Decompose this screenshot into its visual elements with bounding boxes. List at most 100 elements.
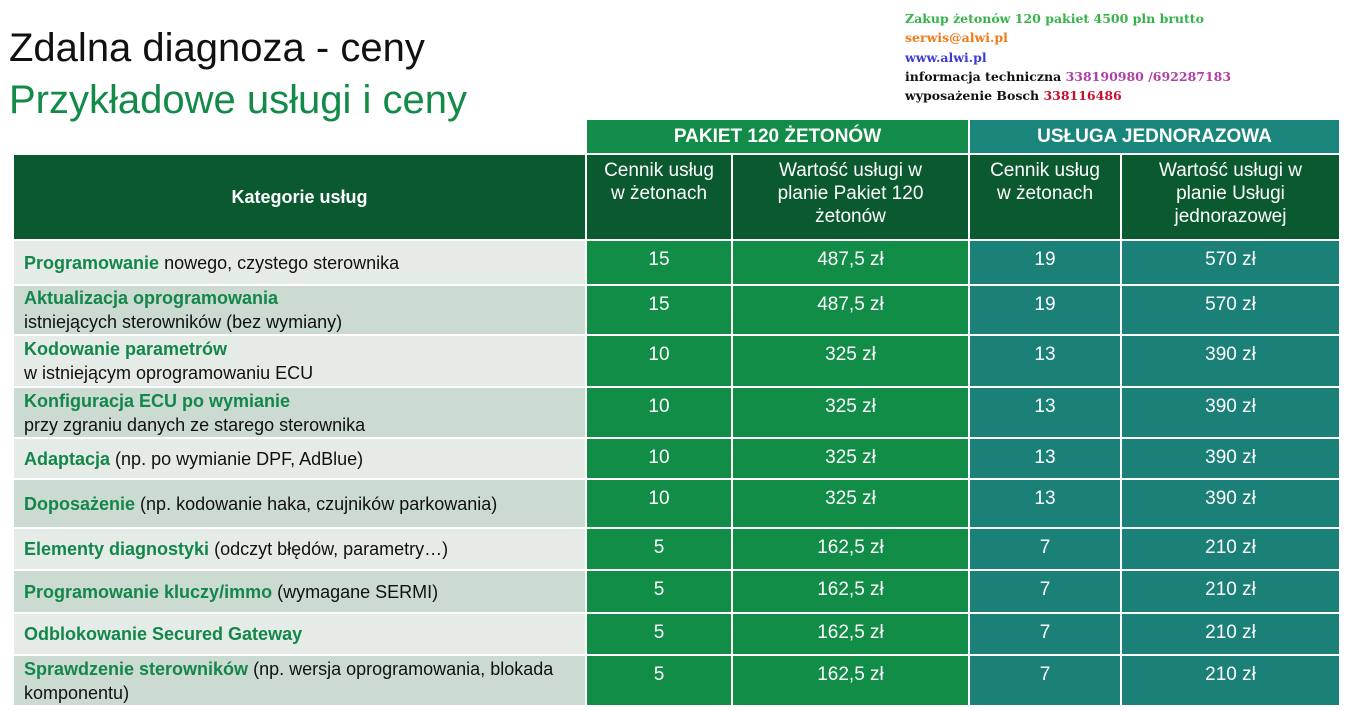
group-header: USŁUGA JEDNORAZOWA [970,120,1339,153]
service-desc: (np. kodowanie haka, czujników parkowani… [140,493,498,514]
package-cell: 10 [587,439,731,478]
single-cell: 210 zł [1122,614,1339,654]
service-name: Kodowanie parametrów [24,339,228,359]
table-row: Elementy diagnostyki (odczyt błędów, par… [14,529,1339,569]
service-cell: Adaptacja (np. po wymianie DPF, AdBlue) [14,439,585,478]
package-cell: 325 zł [733,439,968,478]
package-cell: 162,5 zł [733,614,968,654]
contact-label: informacja techniczna [905,68,1062,84]
service-name: Odblokowanie Secured Gateway [24,624,303,644]
package-cell: 5 [587,529,731,569]
column-header: Wartość usługi w planie Usługi jednorazo… [1122,155,1339,239]
service-cell: Elementy diagnostyki (odczyt błędów, par… [14,529,585,569]
single-cell: 570 zł [1122,286,1339,334]
column-header: Cennik usług w żetonach [970,155,1120,239]
service-desc: (np. po wymianie DPF, AdBlue) [115,448,364,469]
service-cell: Programowanie kluczy/immo (wymagane SERM… [14,571,585,612]
single-cell: 210 zł [1122,656,1339,705]
package-cell: 487,5 zł [733,241,968,284]
table-row: Doposażenie (np. kodowanie haka, czujnik… [14,480,1339,527]
service-desc: w istniejącym oprogramowaniu ECU [24,363,314,383]
price-table: PAKIET 120 ŻETONÓW USŁUGA JEDNORAZOWA Ka… [12,118,1341,707]
column-header: Wartość usługi w planie Pakiet 120 żeton… [733,155,968,239]
table-row: Adaptacja (np. po wymianie DPF, AdBlue) 1… [14,439,1339,478]
package-cell: 10 [587,336,731,386]
package-cell: 325 zł [733,336,968,386]
single-cell: 7 [970,614,1120,654]
service-desc: nowego, czystego sterownika [164,252,400,273]
service-name: Aktualizacja oprogramowania [24,288,279,308]
package-cell: 5 [587,656,731,705]
single-cell: 390 zł [1122,439,1339,478]
single-cell: 13 [970,336,1120,386]
package-cell: 10 [587,480,731,527]
table-row: Aktualizacja oprogramowania istniejących … [14,286,1339,334]
contact-line: informacja techniczna 338190980 /6922871… [905,67,1231,86]
package-cell: 15 [587,286,731,334]
title: Zdalna diagnoza - ceny [9,26,425,70]
group-header: PAKIET 120 ŻETONÓW [587,120,968,153]
single-cell: 390 zł [1122,388,1339,437]
single-cell: 13 [970,388,1120,437]
package-cell: 325 zł [733,480,968,527]
single-cell: 13 [970,439,1120,478]
contact-line: serwis@alwi.pl [905,30,1008,46]
subtitle: Przykładowe usługi i ceny [9,78,467,122]
service-desc: istniejących sterowników (bez wymiany) [24,312,343,332]
table-row: Kodowanie parametrów w istniejącym oprogr… [14,336,1339,386]
service-name: Programowanie kluczy/immo [24,581,273,602]
package-cell: 162,5 zł [733,571,968,612]
blank-cell [14,120,585,153]
single-cell: 13 [970,480,1120,527]
service-cell: Odblokowanie Secured Gateway [14,614,585,654]
table-row: Sprawdzenie sterowników (np. wersja opro… [14,656,1339,705]
service-cell: Kodowanie parametrów w istniejącym oprogr… [14,336,585,386]
single-cell: 7 [970,529,1120,569]
service-cell: Aktualizacja oprogramowania istniejących … [14,286,585,334]
service-name: Elementy diagnostyki [24,539,210,559]
column-header: Cennik usług w żetonach [587,155,731,239]
table-row: Programowanie nowego, czystego sterownik… [14,241,1339,284]
service-name: Konfiguracja ECU po wymianie [24,390,291,411]
single-cell: 210 zł [1122,571,1339,612]
service-name: Adaptacja [24,448,111,469]
service-desc: (np. wersja oprogramowania, blokada komp… [24,658,554,703]
service-cell: Doposażenie (np. kodowanie haka, czujnik… [14,480,585,527]
service-name: Sprawdzenie sterowników [24,658,249,679]
single-cell: 7 [970,656,1120,705]
service-cell: Programowanie nowego, czystego sterownik… [14,241,585,284]
package-cell: 487,5 zł [733,286,968,334]
contact-line: wyposażenie Bosch 338116486 [905,86,1231,105]
service-desc: (odczyt błędów, parametry…) [214,539,449,559]
service-cell: Konfiguracja ECU po wymianie przy zgraniu… [14,388,585,437]
package-cell: 325 zł [733,388,968,437]
package-cell: 10 [587,388,731,437]
single-cell: 210 zł [1122,529,1339,569]
contact-line: Zakup żetonów 120 pakiet 4500 pln brutto [905,11,1204,26]
package-cell: 15 [587,241,731,284]
table-row: Programowanie kluczy/immo (wymagane SERM… [14,571,1339,612]
contact-label: wyposażenie Bosch [905,88,1040,104]
table-row: Odblokowanie Secured Gateway 5 162,5 zł 7 21… [14,614,1339,654]
column-header: Kategorie usług [14,155,585,239]
service-desc: przy zgraniu danych ze starego sterownik… [24,414,366,435]
service-cell: Sprawdzenie sterowników (np. wersja opro… [14,656,585,705]
package-cell: 5 [587,571,731,612]
single-cell: 390 zł [1122,336,1339,386]
service-desc: (wymagane SERMI) [277,581,439,602]
service-name: Doposażenie [24,493,136,514]
single-cell: 570 zł [1122,241,1339,284]
package-cell: 162,5 zł [733,529,968,569]
single-cell: 19 [970,286,1120,334]
single-cell: 19 [970,241,1120,284]
service-name: Programowanie [24,252,160,273]
contact-line: www.alwi.pl [905,49,987,65]
package-cell: 5 [587,614,731,654]
table-row: Konfiguracja ECU po wymianie przy zgraniu… [14,388,1339,437]
single-cell: 7 [970,571,1120,612]
contact-phone: 338190980 /692287183 [1065,68,1232,84]
package-cell: 162,5 zł [733,656,968,705]
contact-phone: 338116486 [1043,88,1122,104]
single-cell: 390 zł [1122,480,1339,527]
